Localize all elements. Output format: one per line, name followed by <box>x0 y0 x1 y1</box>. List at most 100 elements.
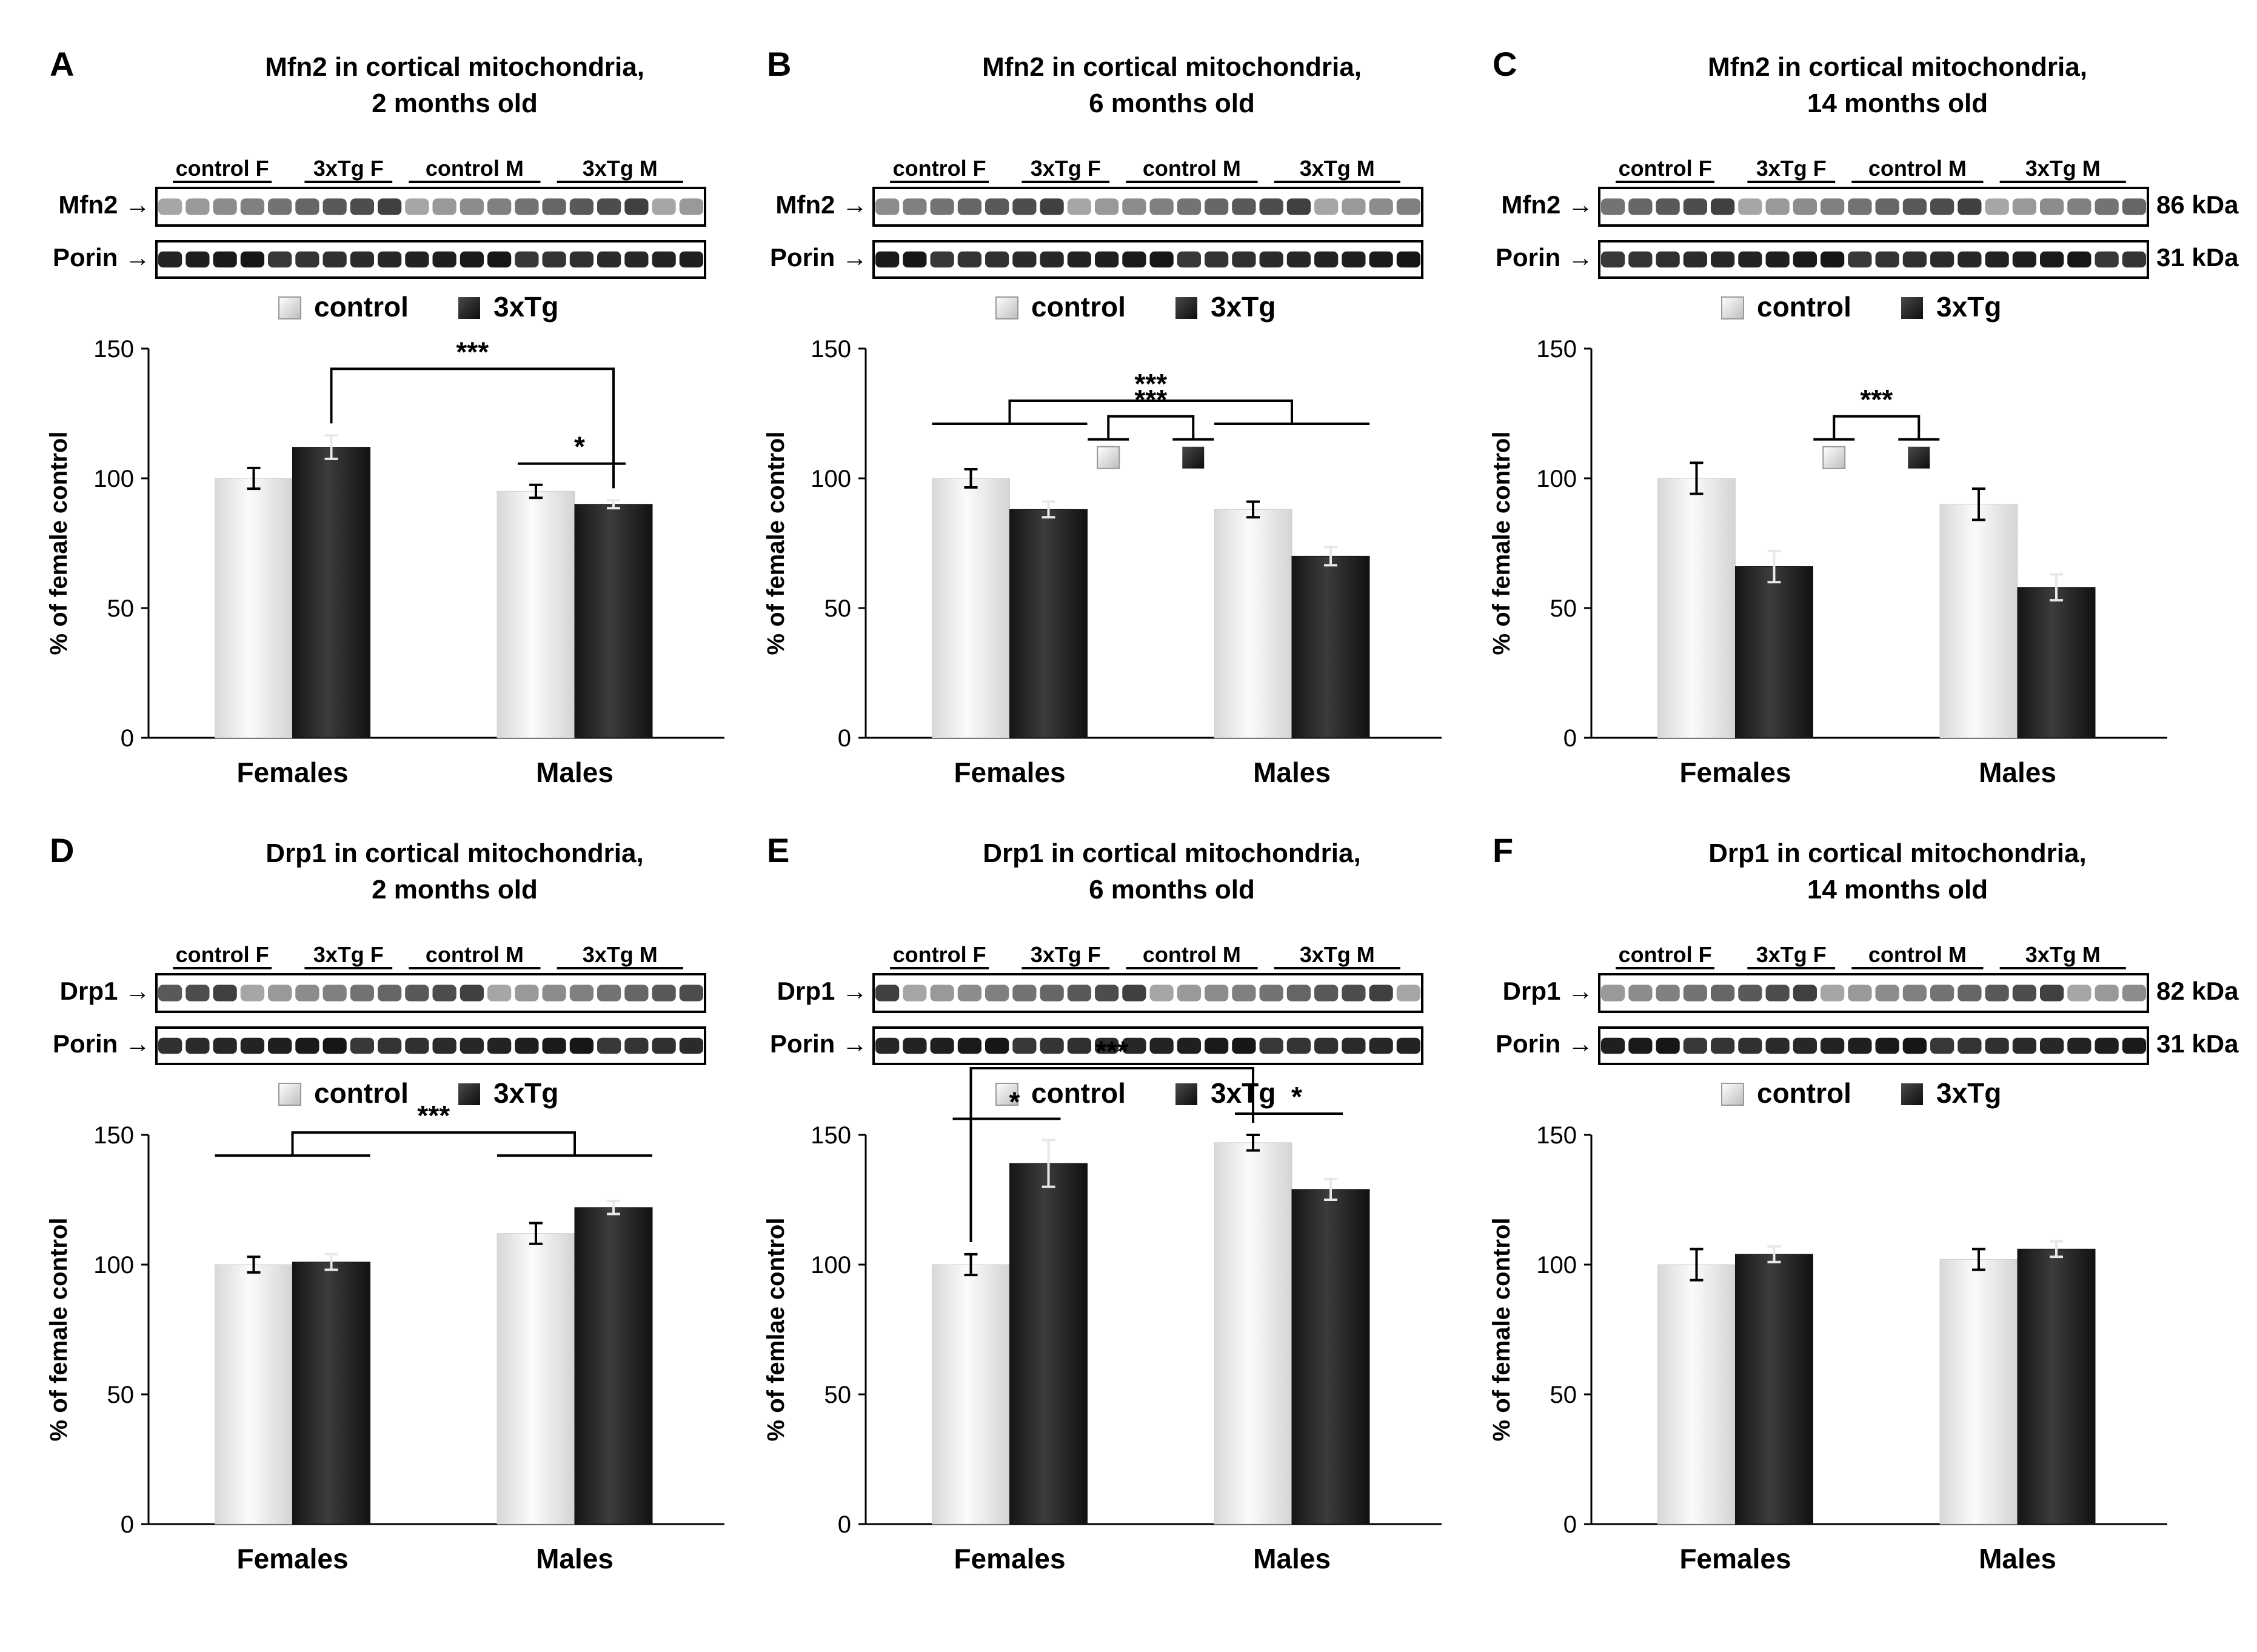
blot-band <box>1342 251 1366 268</box>
blot-band <box>1149 985 1174 1002</box>
blot-band <box>1875 1037 1899 1054</box>
blot-band <box>1232 985 1256 1002</box>
blot-band <box>1656 1037 1680 1054</box>
blot-group-label: 3xTg M <box>1300 156 1375 181</box>
panel-title-line: Mfn2 in cortical mitochondria, <box>1708 52 2087 82</box>
y-tick-label: 0 <box>1563 725 1577 752</box>
blot-band <box>1902 985 1927 1002</box>
blot-band <box>1683 198 1707 215</box>
blot-band <box>1286 985 1311 1002</box>
blot-band <box>985 251 1009 268</box>
blot-band <box>1765 985 1790 1002</box>
blot-group-label: 3xTg M <box>2025 942 2101 967</box>
y-tick-label: 100 <box>1536 466 1577 492</box>
blot-band <box>295 198 319 215</box>
genotype-swatch-control <box>1097 446 1120 469</box>
panel-letter: D <box>50 831 74 869</box>
blot-band <box>1930 985 1954 1002</box>
x-category-label: Females <box>954 1543 1065 1574</box>
y-tick-label: 100 <box>811 1252 851 1279</box>
blot-band <box>1958 985 1982 1002</box>
blot-band <box>2122 251 2146 268</box>
y-tick-label: 150 <box>811 336 851 363</box>
blot-band <box>432 985 456 1002</box>
blot-band <box>1985 1037 2009 1054</box>
legend-swatch-3xtg <box>1901 297 1923 319</box>
blot-band <box>875 198 900 215</box>
panel-C: C Mfn2 in cortical mitochondria, 14 months… <box>1488 45 2239 788</box>
blot-band <box>1848 985 1872 1002</box>
blot-band <box>487 198 512 215</box>
blot-band <box>1683 1037 1707 1054</box>
panel-B: B Mfn2 in cortical mitochondria, 6 months … <box>763 45 1442 788</box>
y-axis-label: % of female control <box>1488 432 1515 655</box>
blot-band <box>460 251 484 268</box>
significance-label: *** <box>456 336 489 367</box>
blot-row-label: Porin → <box>53 243 150 272</box>
bar-control <box>497 490 575 738</box>
blot-band <box>1396 251 1420 268</box>
blot-band <box>569 1037 594 1054</box>
blot-group-label: 3xTg F <box>1031 156 1101 181</box>
blot-band <box>903 985 927 1002</box>
blot-band <box>295 985 319 1002</box>
blot-band <box>2012 251 2036 268</box>
blot-group-label: control F <box>176 942 269 967</box>
blot-frame <box>1598 240 2149 279</box>
significance-label: *** <box>1134 368 1167 400</box>
blot-band <box>679 251 703 268</box>
blot-group-label: 3xTg F <box>1756 942 1827 967</box>
blot-band <box>1985 251 2009 268</box>
blot-band <box>1396 985 1420 1002</box>
legend-label-control: control <box>1031 1077 1126 1109</box>
blot-band <box>268 985 292 1002</box>
significance-label: *** <box>417 1100 450 1131</box>
blot-band <box>1821 1037 1845 1054</box>
blot-band <box>624 198 649 215</box>
blot-group-label: 3xTg F <box>1031 942 1101 967</box>
blot-frame <box>155 1026 706 1065</box>
blot-band <box>1601 251 1625 268</box>
y-tick-label: 0 <box>838 725 851 752</box>
blot-band <box>2040 985 2064 1002</box>
blot-band <box>1875 251 1899 268</box>
genotype-swatch-3xtg <box>1908 446 1930 469</box>
blot-band <box>295 1037 319 1054</box>
blot-band <box>1793 985 1817 1002</box>
blot-band <box>186 985 210 1002</box>
bar-control <box>1214 1142 1292 1525</box>
blot-band <box>1095 985 1119 1002</box>
blot-band <box>569 985 594 1002</box>
blot-group-label: control M <box>1143 942 1241 967</box>
blot-band <box>1314 1037 1339 1054</box>
blot-band <box>1985 985 2009 1002</box>
blot-group-label: 3xTg F <box>313 942 384 967</box>
blot-row-label: Porin → <box>770 1029 868 1058</box>
blot-band <box>405 985 429 1002</box>
blot-group-label: control M <box>1143 156 1241 181</box>
genotype-swatch-3xtg <box>1182 446 1205 469</box>
blot-band <box>240 251 264 268</box>
blot-band <box>903 251 927 268</box>
blot-band <box>2122 1037 2146 1054</box>
blot-band <box>2040 251 2064 268</box>
blot-band <box>1040 985 1064 1002</box>
blot-band <box>240 985 264 1002</box>
significance-label: *** <box>1134 384 1167 415</box>
blot-frame <box>1598 187 2149 227</box>
panel-title-line: 6 months old <box>1089 875 1255 905</box>
y-tick-label: 50 <box>107 595 135 622</box>
y-tick-label: 150 <box>1536 336 1577 363</box>
blot-band <box>2067 198 2091 215</box>
significance-bracket <box>1833 415 1921 440</box>
blot-band <box>903 198 927 215</box>
blot-band <box>1765 251 1790 268</box>
blot-band <box>957 251 981 268</box>
blot-band <box>1628 985 1653 1002</box>
significance-bracket <box>330 367 615 489</box>
blot-band <box>1765 198 1790 215</box>
blot-band <box>268 198 292 215</box>
blot-band <box>1095 1037 1119 1054</box>
panel-title-line: 2 months old <box>372 875 538 905</box>
panel-title-line: Drp1 in cortical mitochondria, <box>983 838 1360 868</box>
